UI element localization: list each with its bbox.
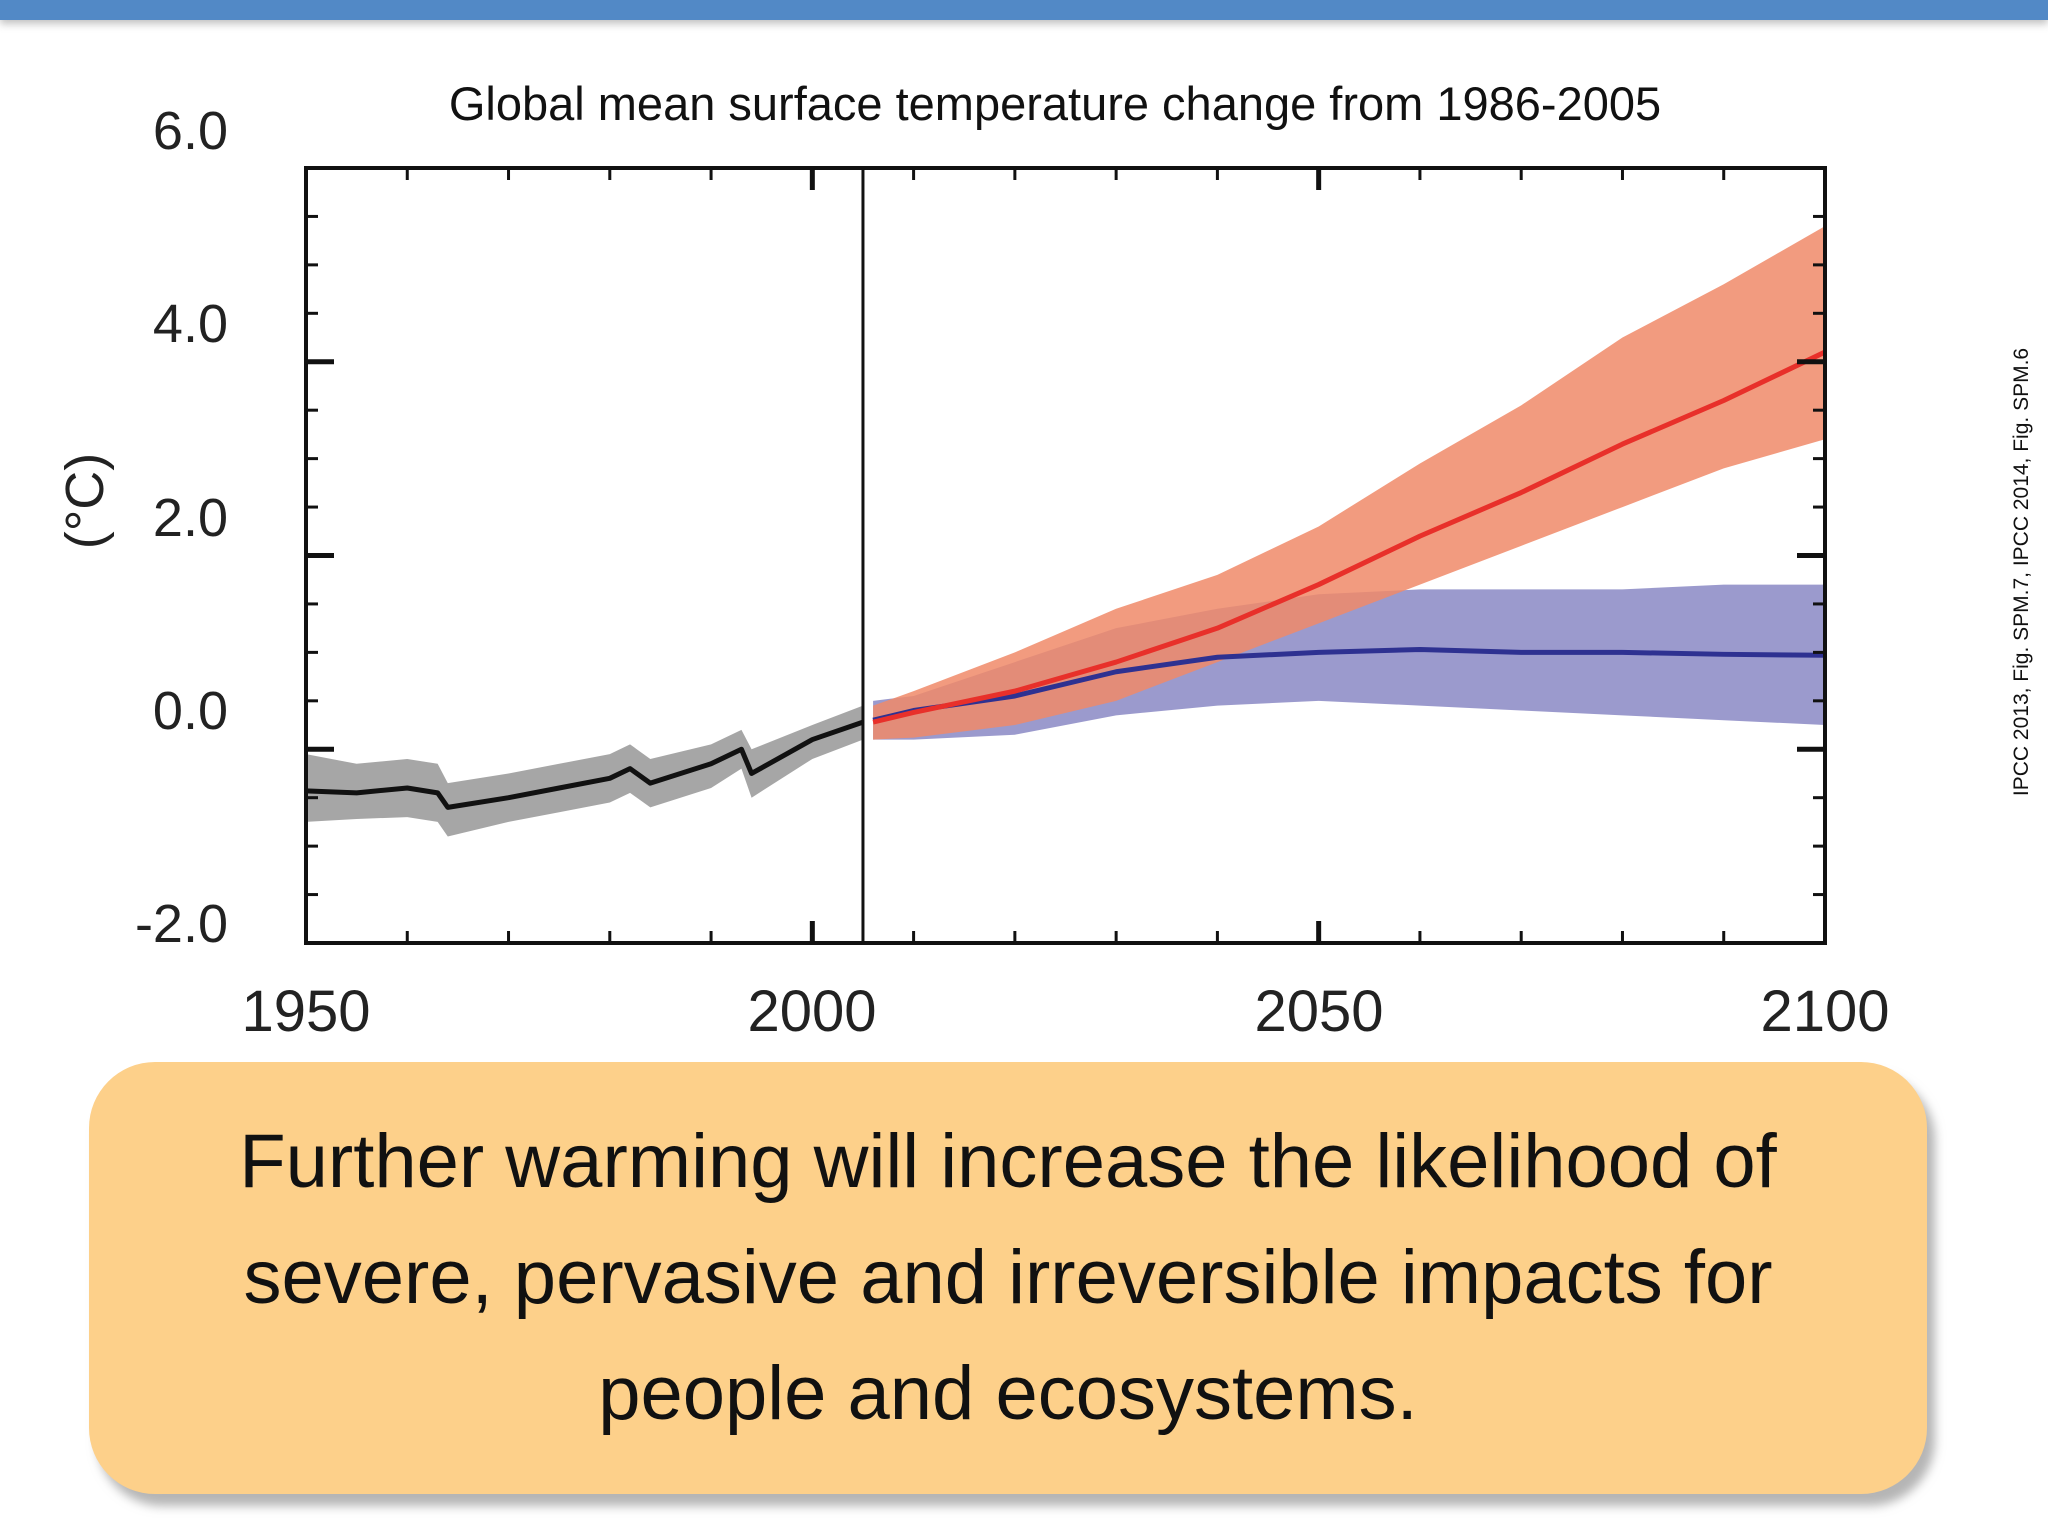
- top-accent-bar: [0, 0, 2048, 20]
- message-line: Further warming will increase the likeli…: [239, 1119, 1777, 1204]
- chart-title: Global mean surface temperature change f…: [448, 77, 1662, 130]
- x-tick-label: 2000: [747, 979, 877, 1044]
- mean-line: [305, 719, 864, 810]
- source-credit: IPCC 2013, Fig. SPM.7, IPCC 2014, Fig. S…: [2010, 347, 2033, 797]
- y-tick-label: -2.0: [134, 894, 228, 954]
- mean-line: [872, 349, 1827, 725]
- key-message-box: Further warming will increase the likeli…: [89, 1062, 1927, 1494]
- message-line: severe, pervasive and irreversible impac…: [243, 1235, 1773, 1320]
- y-tick-label: 6.0: [152, 101, 228, 161]
- message-line: people and ecosystems.: [598, 1351, 1418, 1436]
- y-axis-title: (°C): [55, 452, 115, 550]
- y-tick-label: 0.0: [152, 681, 228, 741]
- x-tick-label: 2050: [1254, 979, 1384, 1044]
- y-tick-label: 2.0: [152, 488, 228, 548]
- mean-line: [872, 646, 1826, 723]
- uncertainty-band: [306, 705, 863, 837]
- x-tick-label: 1950: [241, 979, 371, 1044]
- y-tick-label: 4.0: [152, 294, 228, 354]
- uncertainty-band: [873, 226, 1825, 740]
- plot-frame: [304, 166, 1827, 945]
- x-tick-label: 2100: [1760, 979, 1890, 1044]
